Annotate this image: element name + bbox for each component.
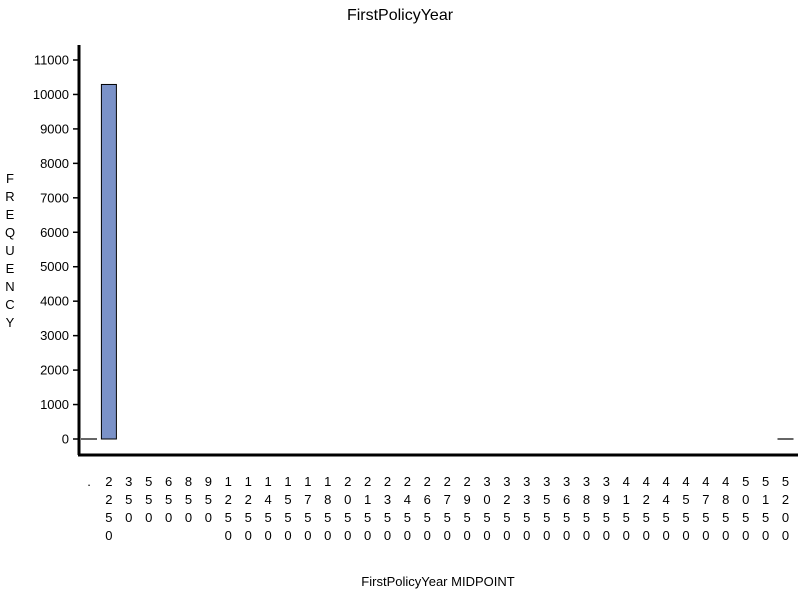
y-tick-label: 0 (62, 432, 69, 447)
y-tick-label: 9000 (40, 121, 69, 136)
y-tick-label: 5000 (40, 259, 69, 274)
y-tick-label: 10000 (33, 87, 69, 102)
x-axis-ticks: . 2 2 5 0 3 5 0 5 5 0 6 5 0 8 5 0 9 5 0 1 2 5 0 1 2 5 0 1 4 5 0 1 5 5 0 1 7 5 0… (87, 474, 789, 543)
y-tick-label: 8000 (40, 156, 69, 171)
y-tick-label: 7000 (40, 190, 69, 205)
y-tick-label: 4000 (40, 294, 69, 309)
bar-1 (100, 83, 117, 440)
y-axis-ticks: 0 1000 2000 3000 4000 5000 6000 7000 8000 9000 100… (33, 53, 79, 447)
chart-title: FirstPolicyYear (346, 7, 454, 24)
y-tick-label: 2000 (40, 363, 69, 378)
y-tick-label: 6000 (40, 225, 69, 240)
y-tick-label: 3000 (40, 328, 69, 343)
y-axis-title: FREQUENCY (4, 171, 16, 330)
y-tick-label: 11000 (34, 53, 69, 68)
x-tick-label: . (87, 474, 91, 489)
x-axis-title: FirstPolicyYear MIDPOINT (361, 574, 515, 589)
bars (81, 83, 794, 440)
y-tick-label: 1000 (40, 397, 69, 412)
